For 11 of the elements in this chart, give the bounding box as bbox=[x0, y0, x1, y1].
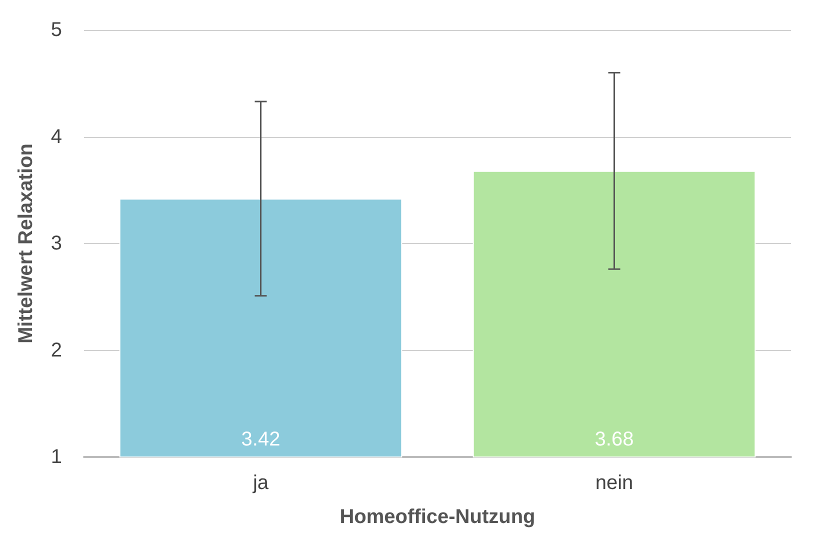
y-tick-label: 5 bbox=[50, 19, 62, 41]
y-tick-label: 1 bbox=[50, 446, 62, 468]
data-label: 3.68 bbox=[594, 428, 634, 450]
y-tick-label: 2 bbox=[50, 339, 62, 362]
x-tick-label: nein bbox=[595, 472, 634, 494]
y-axis-title: Mittelwert Relaxation bbox=[15, 143, 37, 344]
x-axis-title: Homeoffice-Nutzung bbox=[340, 506, 536, 528]
x-tick-label: ja bbox=[252, 472, 270, 494]
y-tick-label: 3 bbox=[50, 232, 62, 254]
y-tick-label: 4 bbox=[50, 126, 62, 148]
data-label: 3.42 bbox=[241, 428, 280, 450]
